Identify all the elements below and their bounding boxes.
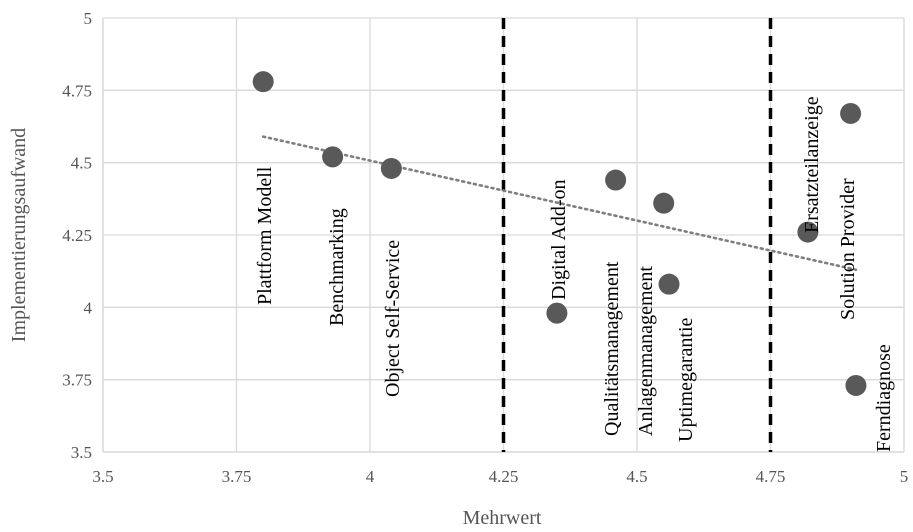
y-tick-label: 4.5 <box>71 154 92 173</box>
x-tick-label: 3.5 <box>92 467 113 486</box>
divider-lines <box>501 18 773 452</box>
data-point <box>653 192 675 214</box>
point-labels: Plattform Modell Benchmarking Object Self-… <box>254 96 895 452</box>
point-label: Uptimegarantie <box>675 317 697 442</box>
y-axis-title: Implementierungsaufwand <box>8 128 30 342</box>
data-points <box>252 71 867 396</box>
trendline-layer <box>261 135 858 272</box>
point-label: Qualitätsmanagement <box>601 261 623 436</box>
point-label: Solution Provider <box>837 178 859 320</box>
data-point <box>322 146 344 168</box>
x-tick-label: 4.5 <box>626 467 647 486</box>
x-tick-label: 4 <box>366 467 375 486</box>
point-label: Object Self-Service <box>382 240 404 397</box>
y-tick-label: 4 <box>84 298 93 317</box>
y-tick-label: 4.75 <box>62 81 92 100</box>
y-tick-label: 5 <box>84 9 93 28</box>
y-tick-label: 3.75 <box>62 371 92 390</box>
y-tick-label: 3.5 <box>71 443 92 462</box>
data-point <box>797 221 819 243</box>
point-label: Ferndiagnose <box>873 344 895 452</box>
data-point <box>605 169 627 191</box>
point-label: Plattform Modell <box>254 166 276 305</box>
x-tick-label: 4.75 <box>756 467 786 486</box>
point-label: Benchmarking <box>326 208 348 326</box>
data-point <box>546 302 568 324</box>
point-label: Digital Add-on <box>548 179 570 300</box>
point-label: Ersatzteilanzeige <box>801 96 823 233</box>
x-tick-label: 4.25 <box>489 467 519 486</box>
x-tick-label: 5 <box>900 467 909 486</box>
data-point <box>840 102 862 124</box>
data-point <box>845 374 867 396</box>
x-axis-title: Mehrwert <box>463 507 542 529</box>
x-tick-label: 3.75 <box>222 467 252 486</box>
tick-labels: 3.5 3.75 4 4.25 4.5 4.75 5 3.5 3.75 4 4.25 4.5 4.75 5 <box>62 9 908 486</box>
trendline <box>261 135 858 272</box>
data-point <box>252 71 274 93</box>
point-label: Anlagenmanagement <box>635 266 657 436</box>
data-point <box>380 157 402 179</box>
y-tick-label: 4.25 <box>62 226 92 245</box>
data-point <box>658 273 680 295</box>
